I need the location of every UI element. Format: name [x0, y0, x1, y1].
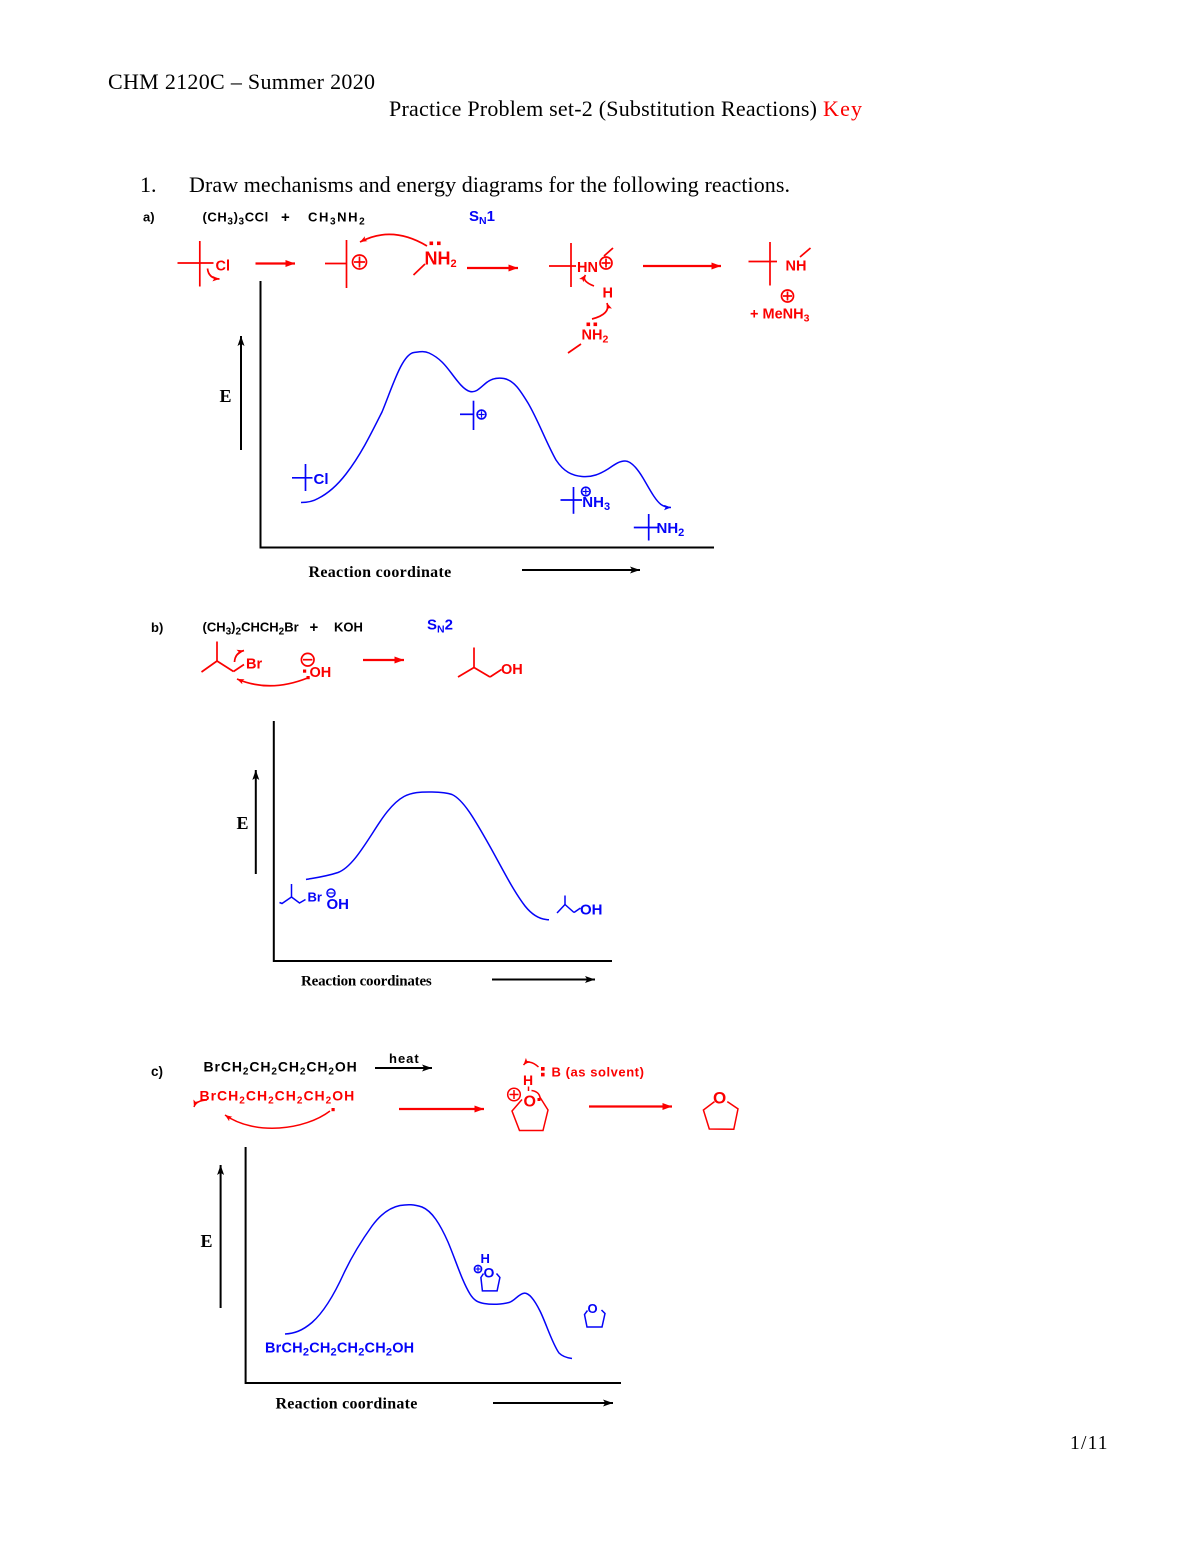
- svg-text:O: O: [484, 1265, 495, 1281]
- svg-text:1/11: 1/11: [1070, 1433, 1109, 1454]
- svg-text:NH: NH: [786, 259, 807, 275]
- svg-text:NH2: NH2: [657, 520, 685, 539]
- svg-text:E: E: [220, 386, 232, 406]
- svg-text:c): c): [151, 1064, 163, 1079]
- svg-text:OH: OH: [327, 896, 350, 913]
- svg-text:H: H: [603, 286, 613, 302]
- svg-text:+: +: [281, 209, 290, 226]
- svg-text:Cl: Cl: [314, 471, 329, 488]
- svg-text:B (as solvent): B (as solvent): [552, 1065, 645, 1080]
- svg-text:Br: Br: [246, 657, 262, 673]
- svg-text:(CH3)2CHCH2Br: (CH3)2CHCH2Br: [203, 620, 299, 638]
- svg-text:SN2: SN2: [427, 617, 453, 636]
- svg-text:O: O: [588, 1301, 598, 1316]
- svg-text:+: +: [310, 619, 319, 636]
- svg-text:Reaction coordinate: Reaction coordinate: [309, 564, 452, 581]
- svg-text:1.: 1.: [140, 172, 157, 197]
- svg-text:OH: OH: [501, 662, 523, 678]
- svg-text:b): b): [151, 620, 163, 635]
- svg-text:OH: OH: [580, 902, 603, 919]
- svg-text:H: H: [523, 1072, 533, 1088]
- svg-text:NH3: NH3: [582, 494, 610, 513]
- svg-text:BrCH2CH2CH2CH2OH: BrCH2CH2CH2CH2OH: [265, 1340, 414, 1358]
- svg-text:Reaction coordinate: Reaction coordinate: [276, 1396, 418, 1413]
- svg-text:Draw mechanisms and energy dia: Draw mechanisms and energy diagrams for …: [189, 172, 790, 197]
- svg-text:CH3NH2: CH3NH2: [308, 210, 366, 228]
- svg-text:KOH: KOH: [334, 620, 363, 635]
- svg-text:E: E: [201, 1231, 213, 1251]
- svg-text:NH2: NH2: [425, 249, 457, 271]
- svg-text:Br: Br: [308, 890, 322, 905]
- svg-text:CHM 2120C – Summer 2020: CHM 2120C – Summer 2020: [108, 69, 375, 94]
- svg-text:Practice Problem set-2 (Substi: Practice Problem set-2 (Substitution Rea…: [389, 96, 817, 121]
- svg-text:BrCH2CH2CH2CH2OH: BrCH2CH2CH2CH2OH: [204, 1058, 358, 1077]
- svg-text:HN: HN: [577, 260, 598, 276]
- svg-text:H: H: [481, 1251, 490, 1266]
- svg-text:O: O: [524, 1094, 536, 1111]
- svg-text:heat: heat: [389, 1051, 420, 1066]
- svg-text:Cl: Cl: [216, 259, 231, 275]
- svg-text:E: E: [237, 813, 249, 833]
- svg-text:Key: Key: [823, 96, 863, 121]
- svg-text:SN1: SN1: [469, 208, 495, 227]
- svg-text:OH: OH: [310, 665, 332, 681]
- svg-text:BrCH2CH2CH2CH2OH: BrCH2CH2CH2CH2OH: [200, 1088, 356, 1107]
- svg-text:NH2: NH2: [582, 328, 609, 346]
- svg-text:Reaction coordinates: Reaction coordinates: [301, 974, 432, 990]
- svg-text:O: O: [713, 1089, 726, 1108]
- svg-text:(CH3)3CCl: (CH3)3CCl: [203, 210, 269, 228]
- svg-text:a): a): [143, 210, 155, 225]
- svg-text:+ MeNH3: + MeNH3: [750, 307, 810, 325]
